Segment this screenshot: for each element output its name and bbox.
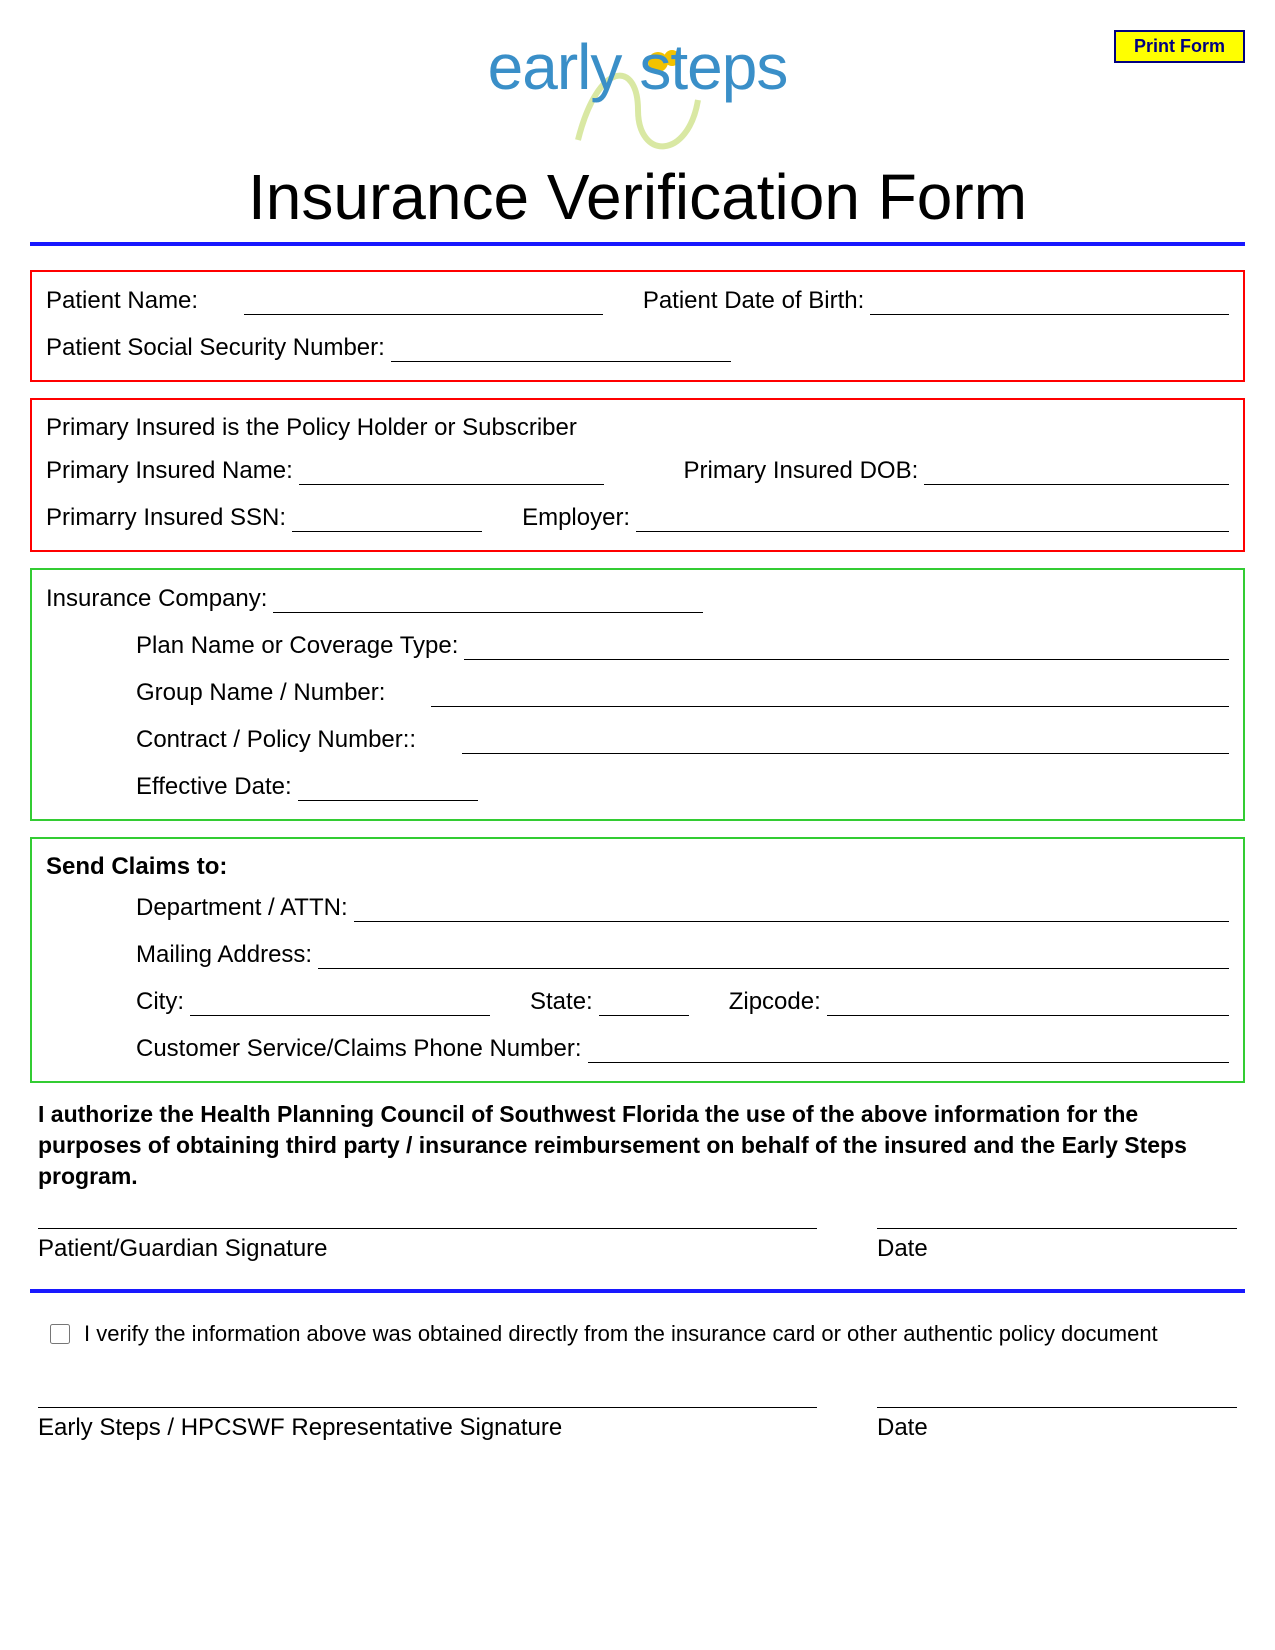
dept-label: Department / ATTN: xyxy=(136,894,354,922)
patient-signature-line[interactable] xyxy=(38,1228,817,1229)
page-title: Insurance Verification Form xyxy=(30,160,1245,234)
rep-signature-line[interactable] xyxy=(38,1407,817,1408)
primary-ssn-label: Primarry Insured SSN: xyxy=(46,504,292,532)
patient-section: Patient Name: Patient Date of Birth: Pat… xyxy=(30,270,1245,382)
logo-word-steps: steps xyxy=(639,31,787,103)
logo: earlysteps xyxy=(30,30,1245,150)
primary-heading: Primary Insured is the Policy Holder or … xyxy=(46,414,1229,442)
insurance-section: Insurance Company: Plan Name or Coverage… xyxy=(30,568,1245,821)
patient-ssn-input[interactable] xyxy=(391,333,731,362)
employer-label: Employer: xyxy=(522,504,636,532)
patient-signature-block: Patient/Guardian Signature Date xyxy=(38,1228,1237,1263)
effective-date-label: Effective Date: xyxy=(136,773,298,801)
authorization-text: I authorize the Health Planning Council … xyxy=(38,1099,1237,1192)
patient-signature-date-label: Date xyxy=(877,1235,1237,1263)
plan-label: Plan Name or Coverage Type: xyxy=(136,632,464,660)
city-label: City: xyxy=(136,988,190,1016)
patient-dob-input[interactable] xyxy=(870,286,1229,315)
phone-label: Customer Service/Claims Phone Number: xyxy=(136,1035,588,1063)
mailing-input[interactable] xyxy=(318,940,1229,969)
contract-input[interactable] xyxy=(462,725,1229,754)
employer-input[interactable] xyxy=(636,503,1229,532)
patient-name-input[interactable] xyxy=(244,286,603,315)
patient-ssn-label: Patient Social Security Number: xyxy=(46,334,391,362)
effective-date-input[interactable] xyxy=(298,772,478,801)
logo-text: earlysteps xyxy=(30,30,1245,104)
verify-row: I verify the information above was obtai… xyxy=(50,1321,1225,1347)
logo-word-early: early xyxy=(488,31,622,103)
city-input[interactable] xyxy=(190,987,490,1016)
patient-signature-date-line[interactable] xyxy=(877,1228,1237,1229)
primary-name-input[interactable] xyxy=(299,456,604,485)
primary-insured-section: Primary Insured is the Policy Holder or … xyxy=(30,398,1245,552)
verify-text: I verify the information above was obtai… xyxy=(84,1321,1158,1347)
patient-signature-label: Patient/Guardian Signature xyxy=(38,1235,817,1263)
rep-signature-label: Early Steps / HPCSWF Representative Sign… xyxy=(38,1414,817,1442)
state-label: State: xyxy=(530,988,599,1016)
rep-signature-date-line[interactable] xyxy=(877,1407,1237,1408)
group-label: Group Name / Number: xyxy=(136,679,391,707)
mailing-label: Mailing Address: xyxy=(136,941,318,969)
phone-input[interactable] xyxy=(588,1034,1230,1063)
patient-name-label: Patient Name: xyxy=(46,287,204,315)
primary-ssn-input[interactable] xyxy=(292,503,482,532)
rep-signature-block: Early Steps / HPCSWF Representative Sign… xyxy=(38,1407,1237,1442)
zip-input[interactable] xyxy=(827,987,1229,1016)
patient-dob-label: Patient Date of Birth: xyxy=(643,287,870,315)
claims-section: Send Claims to: Department / ATTN: Maili… xyxy=(30,837,1245,1083)
primary-dob-input[interactable] xyxy=(924,456,1229,485)
claims-heading: Send Claims to: xyxy=(46,853,1229,881)
dept-input[interactable] xyxy=(354,893,1229,922)
group-input[interactable] xyxy=(431,678,1229,707)
verify-checkbox[interactable] xyxy=(50,1324,70,1344)
insurance-company-input[interactable] xyxy=(273,584,703,613)
zip-label: Zipcode: xyxy=(729,988,827,1016)
state-input[interactable] xyxy=(599,987,689,1016)
contract-label: Contract / Policy Number:: xyxy=(136,726,422,754)
primary-name-label: Primary Insured Name: xyxy=(46,457,299,485)
insurance-company-label: Insurance Company: xyxy=(46,585,273,613)
primary-dob-label: Primary Insured DOB: xyxy=(684,457,925,485)
divider-rule xyxy=(30,1289,1245,1293)
rep-signature-date-label: Date xyxy=(877,1414,1237,1442)
title-rule xyxy=(30,242,1245,246)
plan-input[interactable] xyxy=(464,631,1229,660)
